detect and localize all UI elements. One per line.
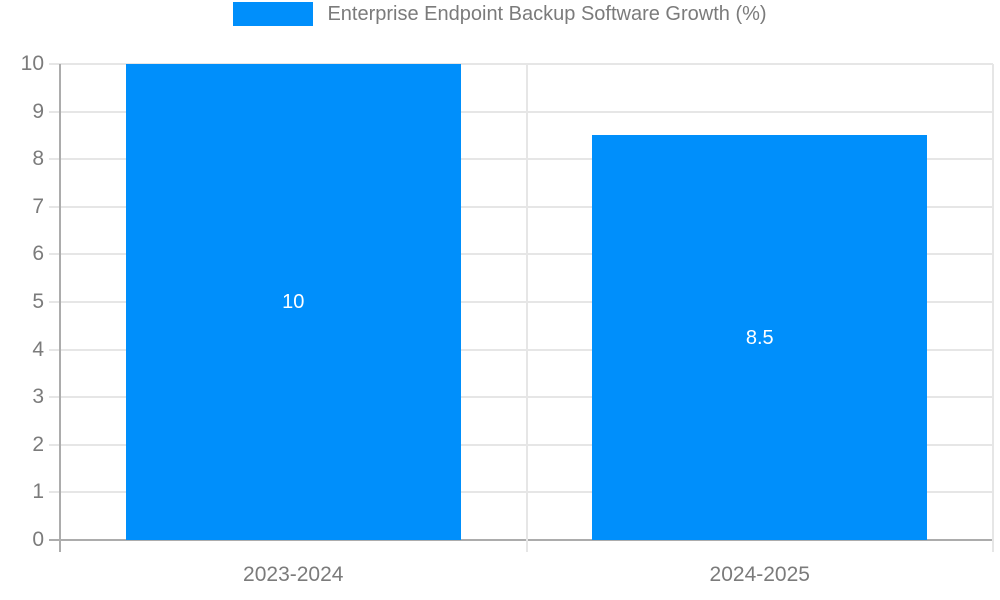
x-tick-label-2024-2025: 2024-2025 xyxy=(709,563,810,586)
y-tick-label-6: 6 xyxy=(32,242,44,266)
x-axis-line xyxy=(49,539,993,541)
gridline-x-2 xyxy=(992,64,994,552)
gridline-y-2 xyxy=(49,443,993,446)
gridline-y-6 xyxy=(49,253,993,256)
y-tick-label-8: 8 xyxy=(32,147,44,171)
y-tick-label-10: 10 xyxy=(20,52,44,75)
bar-2023-2024[interactable] xyxy=(125,64,461,540)
x-tick-label-2023-2024: 2023-2024 xyxy=(243,563,344,586)
y-tick-label-3: 3 xyxy=(32,385,44,409)
y-tick-label-4: 4 xyxy=(32,337,44,361)
legend-color-swatch xyxy=(233,2,314,26)
gridline-y-9 xyxy=(49,110,993,113)
y-tick-label-0: 0 xyxy=(32,528,44,551)
gridline-y-5 xyxy=(49,301,993,303)
gridline-y-1 xyxy=(49,491,993,494)
legend[interactable]: Enterprise Endpoint Backup Software Grow… xyxy=(0,0,1000,28)
bar-value-label-2023-2024: 10 xyxy=(282,291,305,313)
gridline-x-1 xyxy=(525,64,528,552)
y-tick-label-1: 1 xyxy=(32,480,44,504)
gridline-y-3 xyxy=(49,396,993,399)
bar-2024-2025[interactable] xyxy=(592,135,928,540)
bar-value-label-2024-2025: 8.5 xyxy=(745,326,774,349)
gridline-y-7 xyxy=(49,205,993,208)
y-tick-label-9: 9 xyxy=(32,99,44,123)
y-axis-line xyxy=(59,64,61,552)
y-tick-label-2: 2 xyxy=(32,432,44,456)
y-tick-label-7: 7 xyxy=(32,194,44,218)
gridline-y-10 xyxy=(49,63,993,65)
gridline-y-4 xyxy=(49,348,993,351)
legend-series-title: Enterprise Endpoint Backup Software Grow… xyxy=(327,2,767,25)
gridline-y-8 xyxy=(49,158,993,161)
y-tick-label-5: 5 xyxy=(32,290,44,313)
